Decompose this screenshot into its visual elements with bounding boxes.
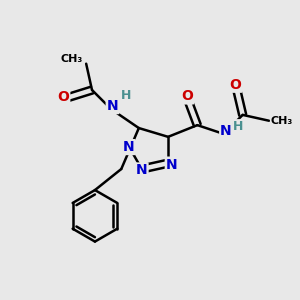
Text: H: H xyxy=(233,120,244,133)
Text: H: H xyxy=(121,89,131,102)
Text: N: N xyxy=(220,124,232,138)
Text: O: O xyxy=(57,90,69,104)
Text: CH₃: CH₃ xyxy=(60,54,83,64)
Text: N: N xyxy=(107,99,118,113)
Text: N: N xyxy=(136,164,148,178)
Text: CH₃: CH₃ xyxy=(271,116,293,126)
Text: O: O xyxy=(230,78,241,92)
Text: N: N xyxy=(123,140,134,154)
Text: O: O xyxy=(181,89,193,103)
Text: N: N xyxy=(166,158,177,172)
